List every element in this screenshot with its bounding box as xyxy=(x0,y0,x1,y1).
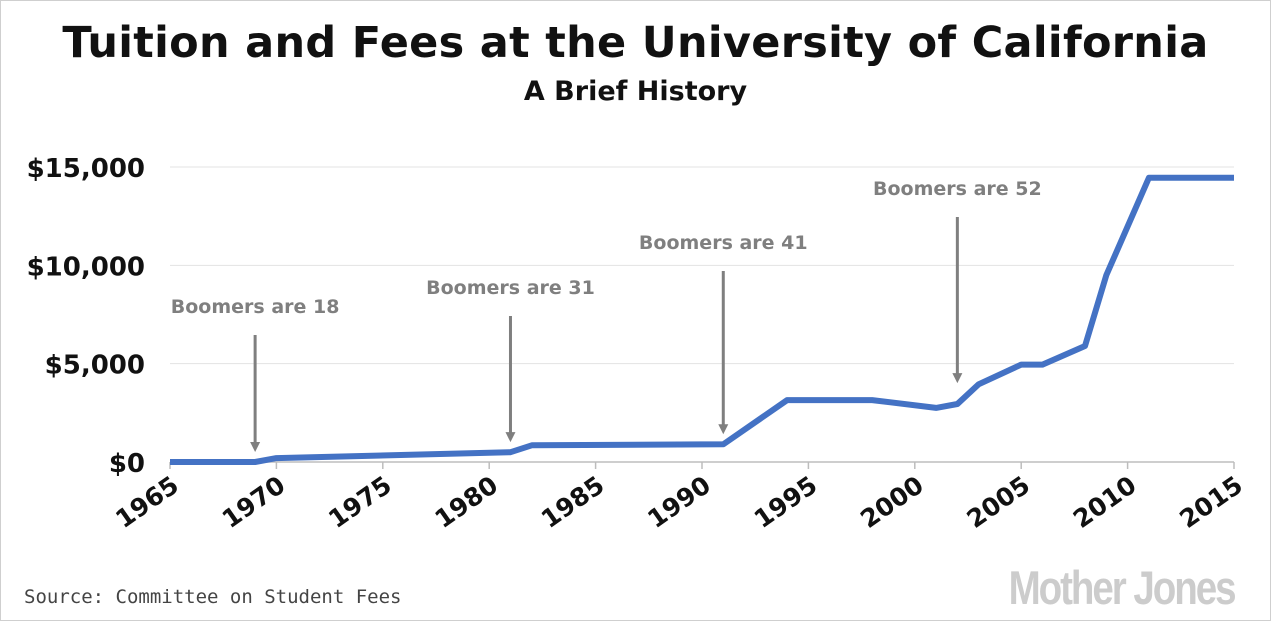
y-tick-label: $5,000 xyxy=(45,351,145,381)
x-tick-label: 2010 xyxy=(1068,470,1142,534)
annotation-arrow-head xyxy=(250,442,261,452)
x-tick-label: 2015 xyxy=(1174,470,1248,534)
chart-subtitle: A Brief History xyxy=(523,76,748,107)
y-tick-label: $0 xyxy=(109,449,145,479)
annotation-arrow-head xyxy=(952,373,963,384)
series-line xyxy=(170,174,1234,465)
y-tick-label: $10,000 xyxy=(27,252,145,282)
x-tick-label: 1975 xyxy=(323,470,397,534)
y-tick-label: $15,000 xyxy=(27,154,145,184)
annotation-label: Boomers are 41 xyxy=(639,232,808,254)
annotation-label: Boomers are 52 xyxy=(873,178,1042,200)
annotation-label: Boomers are 31 xyxy=(426,277,595,299)
x-tick-label: 1980 xyxy=(430,470,504,534)
x-tick-label: 1985 xyxy=(536,470,610,534)
source-note: Source: Committee on Student Fees xyxy=(24,586,402,608)
x-tick-label: 1990 xyxy=(642,470,716,534)
x-tick-label: 2000 xyxy=(855,470,929,534)
x-tick-label: 1995 xyxy=(749,470,823,534)
annotation-label: Boomers are 18 xyxy=(171,296,340,318)
x-tick-label: 2005 xyxy=(962,470,1036,534)
x-tick-label: 1965 xyxy=(110,470,184,534)
chart-title: Tuition and Fees at the University of Ca… xyxy=(62,18,1209,68)
annotation-arrow-head xyxy=(505,432,516,443)
x-tick-label: 1970 xyxy=(217,470,291,534)
annotation-arrow-head xyxy=(718,424,729,435)
publisher-logo: Mother Jones xyxy=(1009,561,1237,614)
